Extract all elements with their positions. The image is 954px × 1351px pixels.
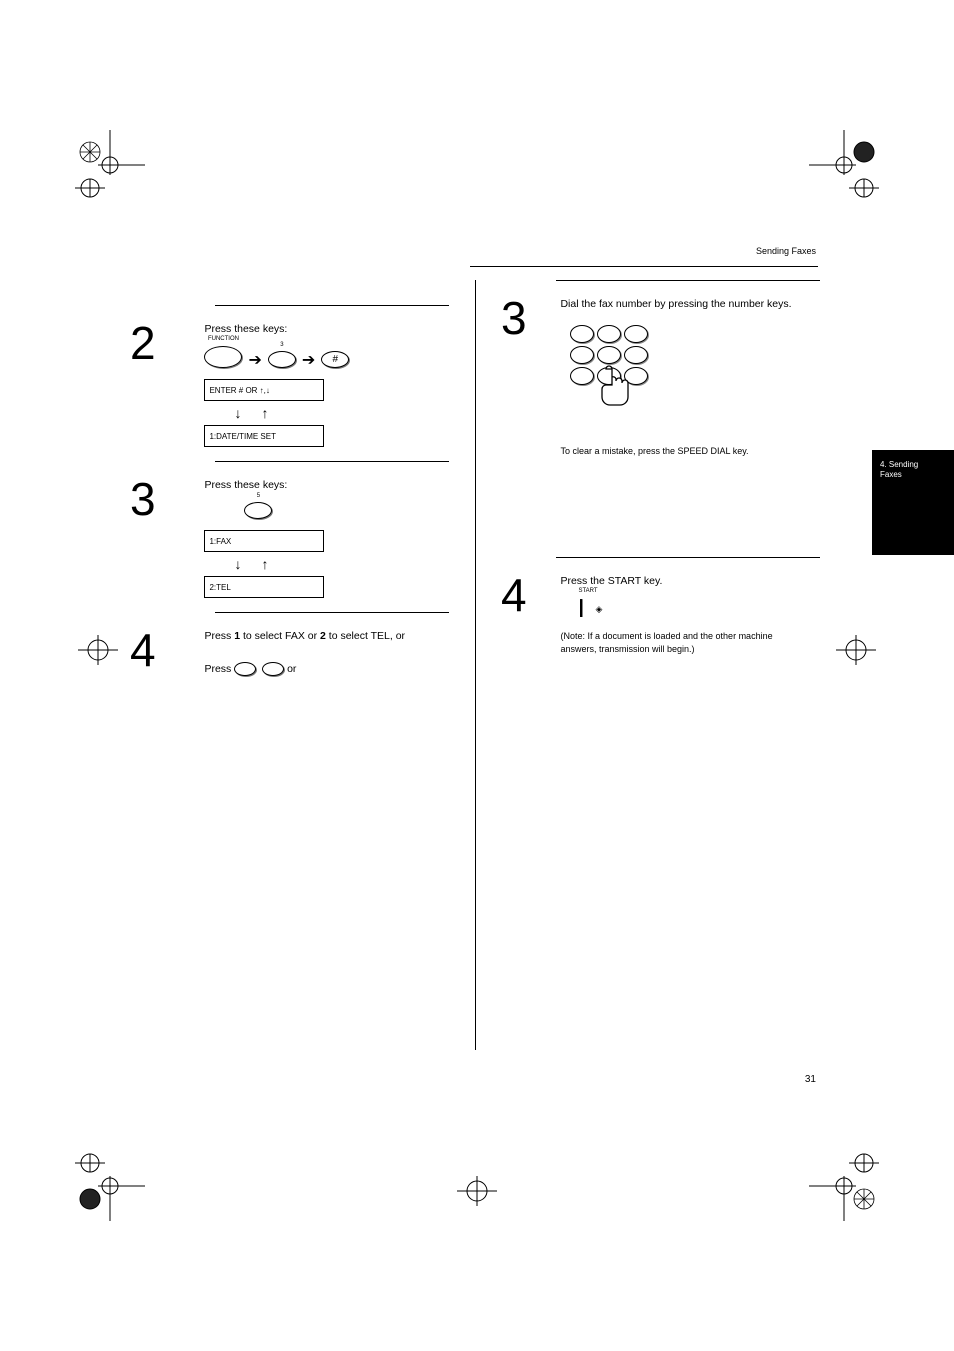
step-4-left: 4 Press 1 to select FAX or 2 to select T… — [130, 612, 449, 677]
step-4-right: 4 Press the START key. START ◈ (Note: If… — [501, 557, 820, 654]
header-rule — [470, 266, 818, 267]
step-2: 2 Press these keys: FUNCTION ➔ 3 ➔ # ENT… — [130, 305, 449, 451]
step-number: 3 — [501, 291, 556, 345]
lcd-display: 1:DATE/TIME SET — [204, 425, 324, 447]
number-key-icon: 5 — [244, 502, 272, 519]
section-tab: 4. Sending Faxes — [872, 450, 954, 555]
display-arrows: ↓ ↑ — [204, 405, 434, 421]
right-column: 3 Dial the fax number by pressing the nu… — [469, 280, 820, 1050]
step-number: 4 — [130, 623, 200, 677]
step-note: (Note: If a document is loaded and the o… — [560, 630, 800, 654]
key-label: START — [578, 588, 597, 594]
step-text-line2: Press or — [204, 662, 434, 676]
display-arrows: ↓ ↑ — [204, 556, 434, 572]
arrow-up-icon: ↑ — [261, 405, 268, 421]
step-divider — [215, 461, 449, 462]
key-label: FUNCTION — [204, 336, 242, 342]
step-note: To clear a mistake, press the SPEED DIAL… — [560, 445, 800, 457]
step-number: 3 — [130, 472, 200, 526]
down-key-icon — [262, 662, 284, 676]
lcd-display: ENTER # OR ↑,↓ — [204, 379, 324, 401]
number-key-icon: 3 — [268, 351, 296, 368]
left-column: 2 Press these keys: FUNCTION ➔ 3 ➔ # ENT… — [130, 280, 469, 1050]
step-divider — [556, 557, 820, 558]
arrow-down-icon: ↓ — [234, 556, 241, 572]
crop-mark-tr — [804, 120, 884, 200]
step-text: Press these keys: — [204, 322, 434, 336]
lcd-display: 1:FAX — [204, 530, 324, 552]
arrow-right-icon: ➔ — [248, 350, 261, 370]
function-key-icon — [204, 346, 242, 368]
lcd-display: 2:TEL — [204, 576, 324, 598]
crop-mark-tl — [70, 120, 150, 200]
step-number: 2 — [130, 316, 200, 370]
crop-mark-br — [804, 1151, 884, 1231]
step-3-right: 3 Dial the fax number by pressing the nu… — [501, 280, 820, 457]
hand-pointer-icon — [598, 365, 636, 413]
section-tab-line1: 4. Sending — [880, 460, 946, 470]
step-divider — [215, 305, 449, 306]
crop-mark-bl — [70, 1151, 150, 1231]
page-content: 2 Press these keys: FUNCTION ➔ 3 ➔ # ENT… — [130, 280, 820, 1050]
hash-key-icon: # — [321, 351, 349, 368]
step-text: Dial the fax number by pressing the numb… — [560, 297, 800, 311]
step-text: Press 1 to select FAX or 2 to select TEL… — [204, 629, 434, 643]
arrow-down-icon: ↓ — [234, 405, 241, 421]
step-3: 3 Press these keys: 5 1:FAX ↓ ↑ 2:TEL — [130, 461, 449, 602]
arrow-right-icon: ➔ — [302, 350, 315, 370]
step-text: Press these keys: — [204, 478, 434, 492]
arrow-up-icon: ↑ — [261, 556, 268, 572]
start-key-icon: ◈ — [580, 599, 582, 617]
page-header-title: Sending Faxes — [756, 246, 816, 256]
section-tab-line2: Faxes — [880, 470, 946, 480]
up-key-icon — [234, 662, 256, 676]
step-divider — [215, 612, 449, 613]
page-number: 31 — [805, 1074, 816, 1085]
step-number: 4 — [501, 568, 556, 622]
step-text: Press the START key. — [560, 574, 800, 588]
crop-mark-mb — [437, 1151, 517, 1231]
step-divider — [556, 280, 820, 281]
